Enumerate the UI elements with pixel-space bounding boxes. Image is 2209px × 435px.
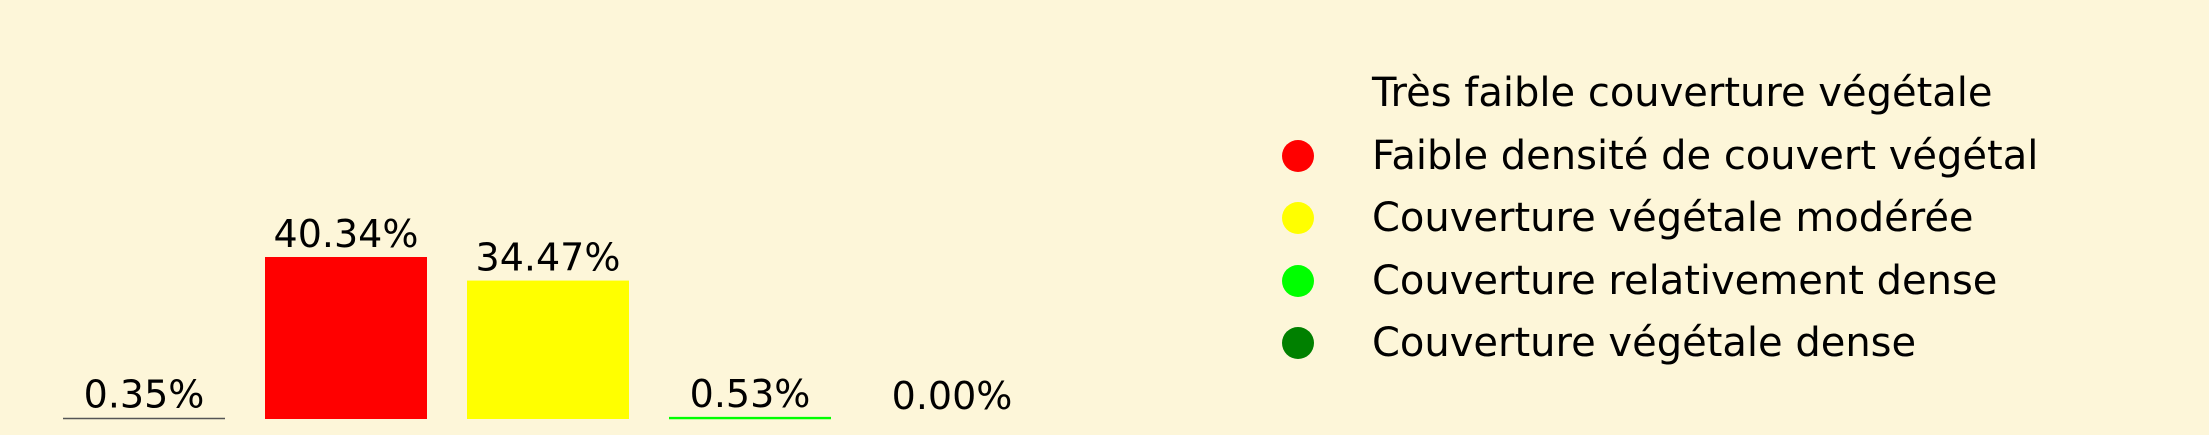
- data-label: 0.00%: [892, 374, 1013, 418]
- data-label: 40.34%: [274, 212, 419, 256]
- bar: [467, 280, 629, 419]
- legend-label: Couverture relativement dense: [1372, 257, 1998, 304]
- legend-label: Faible densité de couvert végétal: [1372, 132, 2039, 179]
- legend-marker: [1282, 202, 1314, 235]
- legend-label: Couverture végétale modérée: [1372, 195, 1974, 242]
- legend-item: Faible densité de couvert végétal: [1270, 125, 2038, 188]
- data-label: 34.47%: [476, 236, 621, 280]
- legend-marker: [1282, 77, 1314, 110]
- legend-marker: [1282, 327, 1314, 360]
- legend-label: Très faible couverture végétale: [1372, 70, 1993, 117]
- legend-item: Très faible couverture végétale: [1270, 62, 2038, 125]
- legend-item: Couverture relativement dense: [1270, 250, 2038, 313]
- data-label: 0.35%: [84, 373, 205, 417]
- legend: Très faible couverture végétale Faible d…: [1270, 62, 2038, 375]
- data-label: 0.53%: [690, 372, 811, 416]
- legend-label: Couverture végétale dense: [1372, 320, 1917, 367]
- bar: [265, 257, 427, 419]
- legend-item: Couverture végétale dense: [1270, 312, 2038, 375]
- legend-item: Couverture végétale modérée: [1270, 187, 2038, 250]
- legend-marker: [1282, 264, 1314, 297]
- legend-marker: [1282, 139, 1314, 172]
